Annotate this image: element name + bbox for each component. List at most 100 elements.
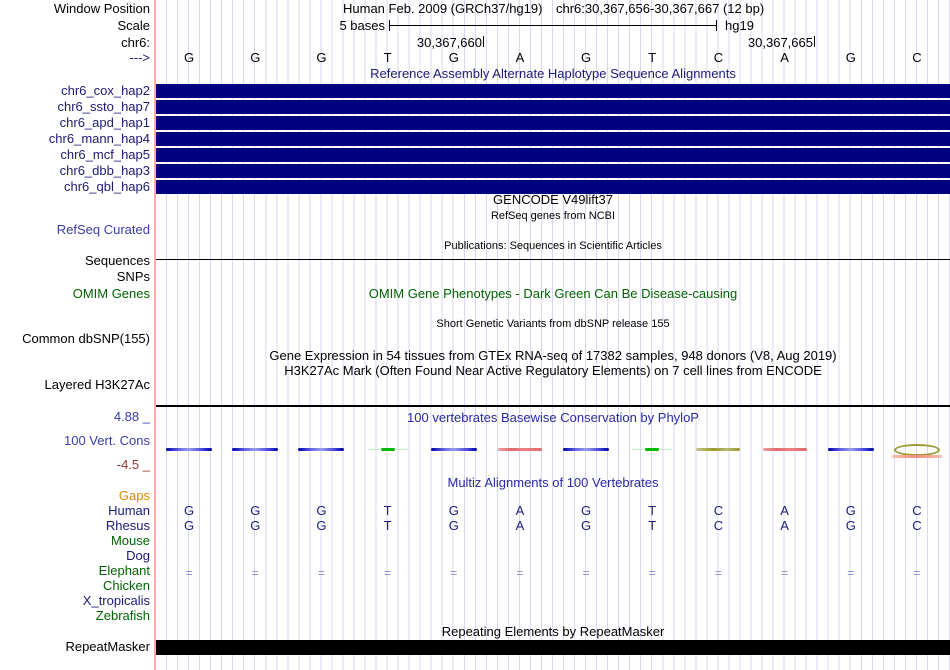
conservation-min-value: -4.5 _ (116, 457, 150, 472)
track-label-refseq-curated[interactable]: RefSeq Curated (56, 222, 150, 237)
chrom-label: chr6: (121, 35, 150, 50)
human-base: G (581, 503, 592, 518)
track-label-repeatmasker[interactable]: RepeatMasker (65, 639, 150, 654)
track-label-common-dbsnp[interactable]: Common dbSNP(155) (22, 331, 150, 346)
track-label-qbl-hap6[interactable]: chr6_qbl_hap6 (63, 179, 150, 194)
ruler-coordinate-right: 30,367,665 (747, 35, 813, 50)
rhesus-base: A (780, 518, 789, 533)
haplotype-alignment-bar[interactable] (156, 164, 950, 178)
elephant-align-mark: = (582, 566, 590, 580)
human-base: T (648, 503, 657, 518)
ruler-coordinate-left: 30,367,660 (416, 35, 482, 50)
haplotype-alignment-bar[interactable] (156, 84, 950, 98)
track-label-mouse[interactable]: Mouse (110, 533, 150, 548)
scale-bar (389, 25, 717, 26)
track-label-omim-genes[interactable]: OMIM Genes (72, 286, 150, 301)
track-label-gaps[interactable]: Gaps (118, 488, 150, 503)
reference-base: G (845, 50, 856, 65)
elephant-alignment-row: = = = = = = = = = = = = (156, 566, 950, 580)
track-label-mcf-hap5[interactable]: chr6_mcf_hap5 (60, 147, 150, 162)
rhesus-base: A (515, 518, 525, 533)
track-label-100-vert-cons[interactable]: 100 Vert. Cons (64, 433, 150, 448)
track-label-rhesus[interactable]: Rhesus (105, 518, 150, 533)
elephant-align-mark: = (384, 566, 392, 580)
rhesus-base: G (448, 518, 459, 533)
human-base: G (845, 503, 856, 518)
elephant-align-mark: = (714, 566, 722, 580)
haplotype-alignment-bar[interactable] (156, 132, 950, 146)
haplotype-alignment-bar[interactable] (156, 100, 950, 114)
human-base: C (713, 503, 724, 518)
scale-bar-left-tick (389, 20, 390, 31)
region-title: chr6:30,367,656-30,367,667 (12 bp) (556, 1, 765, 16)
repeatmasker-track-title: Repeating Elements by RepeatMasker (441, 624, 665, 639)
ruler-tick-right (814, 36, 815, 47)
track-label-snps[interactable]: SNPs (116, 269, 150, 284)
track-label-mann-hap4[interactable]: chr6_mann_hap4 (48, 131, 150, 146)
reference-base: A (515, 50, 525, 65)
omim-track-title: OMIM Gene Phenotypes - Dark Green Can Be… (368, 286, 738, 301)
refseq-track-title: RefSeq genes from NCBI (490, 210, 616, 222)
human-base: A (515, 503, 525, 518)
rhesus-base: T (648, 518, 657, 533)
reference-base: T (383, 50, 392, 65)
track-label-elephant[interactable]: Elephant (98, 563, 150, 578)
conservation-max-value: 4.88 _ (113, 409, 150, 424)
scale-value: 5 bases (339, 18, 385, 33)
track-label-layered-h3k27ac[interactable]: Layered H3K27Ac (44, 377, 150, 392)
elephant-align-mark: = (450, 566, 458, 580)
track-label-chicken[interactable]: Chicken (103, 578, 150, 593)
ruler-tick-left (483, 36, 484, 47)
reference-base: G (184, 50, 195, 65)
track-label-ssto-hap7[interactable]: chr6_ssto_hap7 (57, 99, 150, 114)
multiz-track-title: Multiz Alignments of 100 Vertebrates (447, 475, 659, 490)
elephant-align-mark: = (516, 566, 524, 580)
elephant-align-mark: = (648, 566, 656, 580)
rhesus-base: G (581, 518, 592, 533)
human-base: G (250, 503, 261, 518)
track-label-x-tropicalis[interactable]: X_tropicalis (82, 593, 150, 608)
track-label-human[interactable]: Human (108, 503, 150, 518)
elephant-align-mark: = (185, 566, 193, 580)
track-label-zebrafish[interactable]: Zebrafish (95, 608, 150, 623)
reference-base: T (648, 50, 657, 65)
scale-label: Scale (117, 18, 150, 33)
haplotype-alignment-bar[interactable] (156, 180, 950, 194)
window-position-label: Window Position (53, 1, 150, 16)
rhesus-base: C (713, 518, 724, 533)
track-label-sequences[interactable]: Sequences (84, 253, 150, 268)
track-label-dog[interactable]: Dog (126, 548, 150, 563)
haplotype-alignment-bar[interactable] (156, 116, 950, 130)
human-base: A (780, 503, 789, 518)
assembly-title: Human Feb. 2009 (GRCh37/hg19) (343, 1, 543, 16)
rhesus-base: T (383, 518, 392, 533)
rhesus-base: G (250, 518, 261, 533)
elephant-align-mark: = (847, 566, 855, 580)
human-base: C (912, 503, 922, 518)
repeatmasker-element-bar[interactable] (156, 640, 950, 655)
strand-arrow[interactable]: ---> (129, 50, 150, 65)
reference-base: C (912, 50, 922, 65)
haplotype-alignment-bar[interactable] (156, 148, 950, 162)
track-label-apd-hap1[interactable]: chr6_apd_hap1 (59, 115, 150, 130)
elephant-align-mark: = (913, 566, 921, 580)
gencode-track-title: GENCODE V49lift37 (493, 192, 613, 207)
h3k27ac-track-title: H3K27Ac Mark (Often Found Near Active Re… (284, 363, 822, 378)
track-label-dbb-hap3[interactable]: chr6_dbb_hap3 (59, 163, 150, 178)
scale-bar-right-tick (716, 20, 717, 31)
rhesus-base: C (912, 518, 922, 533)
reference-base: G (316, 50, 327, 65)
rhesus-base: G (845, 518, 856, 533)
sequences-track-line (156, 259, 950, 260)
elephant-align-mark: = (317, 566, 325, 580)
human-base: G (184, 503, 195, 518)
reference-base: G (581, 50, 592, 65)
publications-track-title: Publications: Sequences in Scientific Ar… (444, 240, 662, 252)
track-label-cox-hap2[interactable]: chr6_cox_hap2 (61, 83, 150, 98)
elephant-align-mark: = (781, 566, 789, 580)
conservation-track-title: 100 vertebrates Basewise Conservation by… (407, 410, 699, 425)
